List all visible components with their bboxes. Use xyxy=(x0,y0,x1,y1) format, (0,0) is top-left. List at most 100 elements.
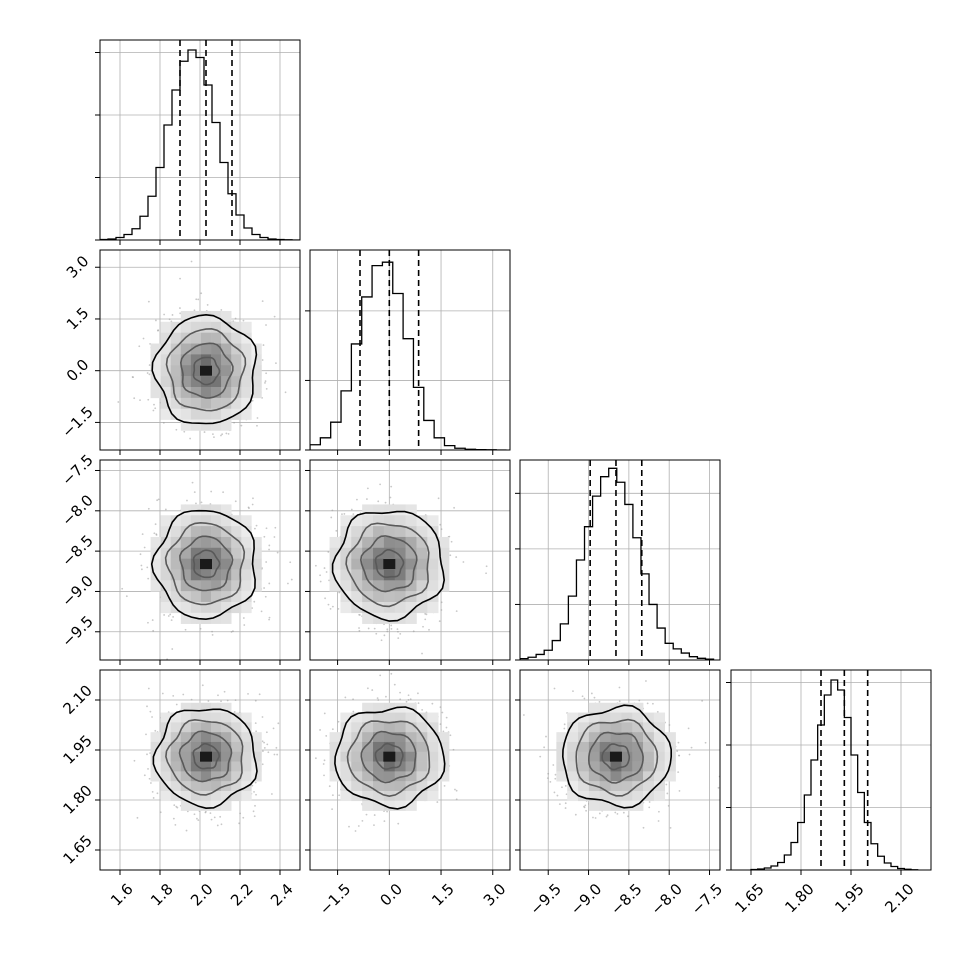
scatter-point xyxy=(254,527,256,530)
panel-content xyxy=(100,670,300,870)
density-cell xyxy=(190,732,202,743)
scatter-point xyxy=(268,618,271,621)
density-cell xyxy=(211,419,222,431)
scatter-point xyxy=(344,696,347,699)
scatter-point xyxy=(412,630,415,633)
scatter-point xyxy=(197,819,200,822)
density-cell xyxy=(211,558,222,570)
density-cell xyxy=(405,569,417,581)
scatter-point xyxy=(439,706,442,709)
scatter-point xyxy=(150,782,152,784)
density-cell xyxy=(211,526,222,538)
density-cell xyxy=(190,558,202,570)
scatter-point xyxy=(273,753,276,756)
density-cell xyxy=(241,386,252,399)
density-cell xyxy=(373,591,385,603)
density-cell xyxy=(231,722,242,733)
density-cell xyxy=(211,354,222,366)
density-cell xyxy=(211,343,222,355)
density-cell xyxy=(190,751,202,762)
scatter-point xyxy=(147,398,150,401)
scatter-point xyxy=(162,421,165,424)
scatter-point xyxy=(337,607,340,610)
density-cell xyxy=(241,354,252,366)
scatter-point xyxy=(268,548,270,551)
density-cell xyxy=(427,547,439,559)
density-cell xyxy=(231,732,242,743)
density-cell xyxy=(394,536,406,549)
scatter-point xyxy=(184,628,187,631)
scatter-point xyxy=(195,502,197,505)
scatter-point xyxy=(325,735,328,737)
scatter-point xyxy=(254,804,256,807)
density-cell xyxy=(340,547,352,559)
density-cell xyxy=(383,504,396,516)
density-cell xyxy=(383,547,396,559)
scatter-point xyxy=(328,785,331,788)
scatter-point xyxy=(361,819,364,822)
density-cell xyxy=(231,365,242,377)
scatter-point xyxy=(277,722,280,725)
density-cell xyxy=(170,722,182,733)
scatter-point xyxy=(437,497,440,500)
density-cell xyxy=(170,408,182,420)
scatter-point xyxy=(438,620,441,623)
scatter-point xyxy=(485,565,488,568)
scatter-point xyxy=(169,613,172,616)
density-cell xyxy=(383,526,396,538)
scatter-point xyxy=(203,431,206,433)
density-cell xyxy=(190,376,202,388)
density-cell xyxy=(221,343,232,355)
scatter-point xyxy=(174,823,177,826)
density-cell xyxy=(394,547,406,559)
density-cell xyxy=(170,790,182,802)
density-cell xyxy=(221,732,232,743)
scatter-point xyxy=(252,810,255,813)
scatter-point xyxy=(319,580,322,583)
density-cell xyxy=(251,558,262,570)
scatter-point xyxy=(195,298,198,301)
contour-level xyxy=(345,522,430,608)
scatter-point xyxy=(191,481,194,484)
density-cell xyxy=(170,591,182,603)
panel-1-0: −1.50.01.53.0 xyxy=(58,249,301,455)
scatter-point xyxy=(265,731,268,734)
density-cell xyxy=(200,386,212,399)
density-cell xyxy=(211,741,222,753)
scatter-point xyxy=(440,528,443,531)
density-cell xyxy=(221,558,232,570)
scatter-point xyxy=(243,624,246,626)
density-cell xyxy=(241,376,252,388)
scatter-point xyxy=(238,822,241,825)
density-cell xyxy=(231,343,242,355)
density-cell xyxy=(231,741,242,753)
density-cell xyxy=(340,526,352,538)
scatter-point xyxy=(383,634,386,637)
density-cell xyxy=(241,771,252,782)
scatter-point xyxy=(455,556,458,558)
density-cell xyxy=(170,712,182,723)
scatter-point xyxy=(385,695,387,698)
density-cell xyxy=(373,526,385,538)
scatter-point xyxy=(262,344,265,346)
density-cell xyxy=(200,601,212,614)
density-cell xyxy=(231,397,242,410)
y-tick-label: 0.0 xyxy=(63,356,93,386)
scatter-point xyxy=(440,609,443,611)
density-cell xyxy=(180,800,192,811)
y-tick-label: 1.95 xyxy=(59,731,95,767)
density-cell xyxy=(351,558,363,570)
density-cell xyxy=(190,712,202,723)
density-cell xyxy=(160,601,172,614)
density-cell xyxy=(211,504,222,516)
density-cell xyxy=(405,580,417,592)
scatter-point xyxy=(441,711,444,714)
scatter-point xyxy=(358,627,360,629)
scatter-point xyxy=(251,784,254,787)
density-cell xyxy=(383,515,396,527)
scatter-point xyxy=(266,743,269,746)
scatter-point xyxy=(390,627,393,630)
scatter-point xyxy=(143,774,146,777)
scatter-point xyxy=(189,437,191,440)
density-cell xyxy=(170,526,182,538)
